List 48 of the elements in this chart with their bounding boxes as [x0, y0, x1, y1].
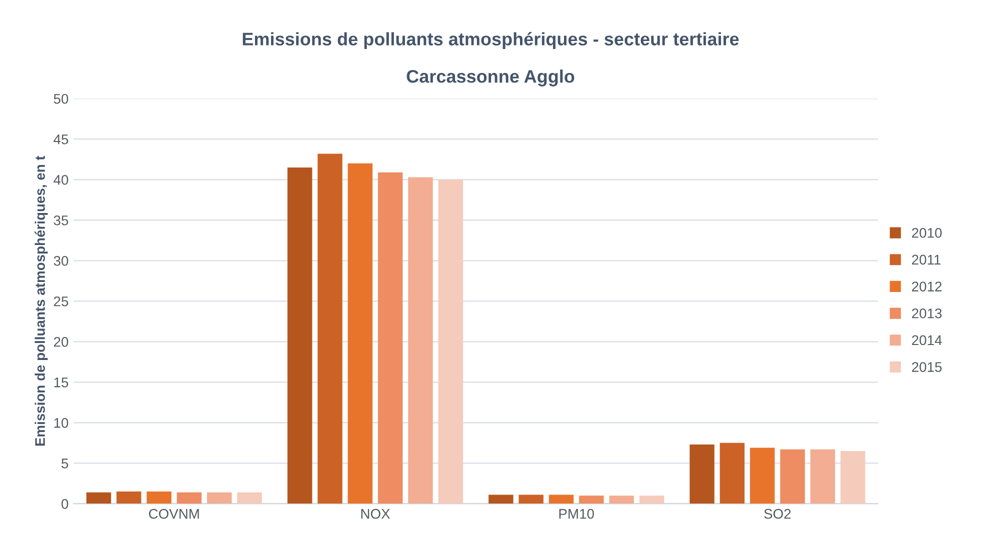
legend-label: 2013: [912, 308, 942, 318]
bar: [176, 492, 202, 504]
bar: [720, 442, 745, 504]
bar: [548, 494, 574, 504]
bar: [750, 448, 775, 504]
y-tick-label: 5: [62, 458, 68, 468]
bar: [609, 496, 634, 504]
y-tick-label: 50: [54, 94, 68, 104]
chart-subtitle: Carcassonne Agglo: [406, 70, 574, 86]
bar: [579, 496, 604, 504]
bar: [287, 167, 312, 504]
bar: [146, 492, 172, 504]
bar: [690, 444, 714, 504]
y-axis-title: Emission de polluants atmosphériques, en t: [34, 156, 48, 446]
y-tick-label: 20: [54, 336, 68, 347]
bar: [318, 154, 342, 504]
bar: [840, 451, 866, 504]
bar: [438, 180, 464, 504]
y-tick-label: 10: [54, 418, 68, 428]
x-tick-label: SO2: [764, 508, 791, 519]
bar: [116, 492, 142, 504]
bar: [378, 172, 403, 504]
bar: [207, 492, 232, 504]
legend-label: 2011: [912, 254, 941, 265]
y-tick-label: 45: [54, 134, 68, 144]
legend-label: 2014: [912, 335, 942, 346]
bar: [518, 494, 544, 504]
chart-title: Emissions de polluants atmosphériques - secteur tertiaire: [242, 32, 739, 50]
bar: [86, 492, 112, 504]
y-tick-label: 0: [62, 499, 68, 509]
bar: [488, 494, 514, 504]
legend-label: 2010: [912, 228, 942, 238]
y-tick-label: 35: [54, 215, 68, 226]
x-tick-label: PM10: [559, 508, 594, 519]
legend-label: 2012: [912, 282, 942, 292]
y-tick-label: 25: [54, 296, 68, 306]
bar: [408, 177, 433, 504]
x-tick-label: COVNM: [148, 508, 199, 519]
bar: [237, 492, 262, 504]
y-tick-label: 40: [54, 174, 68, 185]
bar: [780, 449, 805, 504]
x-tick-label: NOX: [361, 508, 390, 519]
bar: [810, 449, 836, 504]
y-tick-label: 30: [54, 256, 68, 266]
legend-label: 2015: [912, 362, 942, 372]
bar: [348, 163, 373, 504]
bar: [639, 496, 664, 504]
y-tick-label: 15: [54, 378, 68, 388]
